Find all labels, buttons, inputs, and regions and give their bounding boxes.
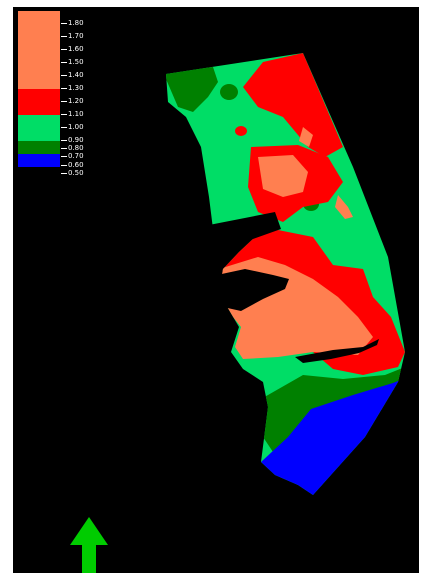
zone-coral-upper xyxy=(299,127,313,147)
legend-tick xyxy=(61,140,67,141)
legend-swatch-coral xyxy=(18,11,60,89)
legend-swatch-dark-green xyxy=(18,141,60,154)
legend-tick xyxy=(61,156,67,157)
legend-tick-label: 1.80 xyxy=(68,19,84,27)
legend-tick-label: 1.40 xyxy=(68,71,84,79)
legend-tick xyxy=(61,88,67,89)
legend-tick-label: 0.70 xyxy=(68,152,84,160)
zone-dark-green-spot-1 xyxy=(220,84,238,100)
gap-cut-crack xyxy=(295,339,379,363)
gap-cut-upper xyxy=(209,212,281,247)
legend-tick xyxy=(61,148,67,149)
legend-swatch-red xyxy=(18,89,60,115)
legend-tick-label: 1.70 xyxy=(68,32,84,40)
legend-tick xyxy=(61,127,67,128)
gap-cut-middle xyxy=(213,269,289,311)
legend-tick xyxy=(61,49,67,50)
zone-red-spot xyxy=(235,126,247,136)
legend-tick xyxy=(61,173,67,174)
legend-tick-label: 1.50 xyxy=(68,58,84,66)
legend-color-bar xyxy=(18,11,60,167)
field-map xyxy=(166,53,405,495)
legend-tick-label: 1.10 xyxy=(68,110,84,118)
legend-tick-label: 0.90 xyxy=(68,136,84,144)
map-legend: 1.80 1.70 1.60 1.50 1.40 1.30 1.20 1.10 … xyxy=(18,11,84,181)
legend-tick-label: 1.20 xyxy=(68,97,84,105)
zone-red-north xyxy=(243,53,343,157)
legend-tick xyxy=(61,75,67,76)
map-panel: 1.80 1.70 1.60 1.50 1.40 1.30 1.20 1.10 … xyxy=(13,7,419,573)
zone-dark-green-north xyxy=(166,67,218,112)
zone-blue-south xyxy=(261,377,405,495)
legend-tick xyxy=(61,23,67,24)
legend-tick xyxy=(61,114,67,115)
zone-coral-middle xyxy=(258,155,308,197)
legend-tick xyxy=(61,165,67,166)
legend-tick-label: 0.60 xyxy=(68,161,84,169)
legend-swatch-green xyxy=(18,115,60,141)
zone-coral-east xyxy=(335,195,353,219)
legend-tick-label: 0.50 xyxy=(68,169,84,177)
legend-tick-label: 1.60 xyxy=(68,45,84,53)
legend-tick-label: 0.80 xyxy=(68,144,84,152)
legend-tick-label: 1.30 xyxy=(68,84,84,92)
north-arrow-icon xyxy=(70,517,108,573)
legend-swatch-blue xyxy=(18,154,60,167)
legend-tick xyxy=(61,101,67,102)
legend-tick xyxy=(61,62,67,63)
legend-tick-label: 1.00 xyxy=(68,123,84,131)
legend-tick xyxy=(61,36,67,37)
